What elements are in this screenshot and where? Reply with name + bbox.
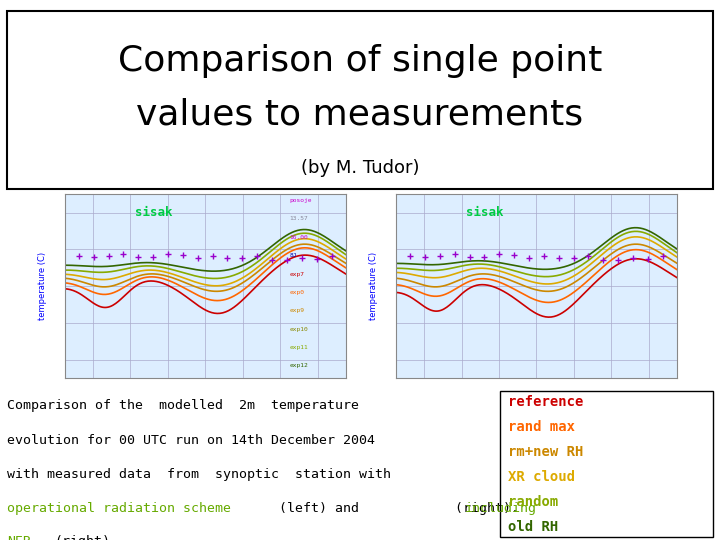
Text: random: random xyxy=(508,495,558,509)
Text: Comparison of the  modelled  2m  temperature: Comparison of the modelled 2m temperatur… xyxy=(7,399,359,412)
Text: (left) and            (right).: (left) and (right). xyxy=(7,502,519,515)
FancyBboxPatch shape xyxy=(500,391,713,537)
Text: operational radiation scheme: operational radiation scheme xyxy=(7,502,231,515)
Text: XR cloud: XR cloud xyxy=(508,470,575,484)
Text: rand max: rand max xyxy=(508,420,575,434)
Text: NER: NER xyxy=(7,535,31,540)
Text: rm+new RH: rm+new RH xyxy=(508,446,583,460)
Text: exp9: exp9 xyxy=(289,308,305,313)
Text: values to measurements: values to measurements xyxy=(136,97,584,131)
Text: old RH: old RH xyxy=(508,521,558,535)
Text: (right).: (right). xyxy=(54,535,118,540)
Text: sisak: sisak xyxy=(467,206,504,219)
Text: temperature (C): temperature (C) xyxy=(38,252,47,320)
Text: evolution for 00 UTC run on 14th December 2004: evolution for 00 UTC run on 14th Decembe… xyxy=(7,434,375,447)
Text: sisak: sisak xyxy=(135,206,173,219)
Text: posoje: posoje xyxy=(289,198,312,203)
Text: 16.00: 16.00 xyxy=(289,235,308,240)
Text: exp12: exp12 xyxy=(289,363,308,368)
Text: 13.57: 13.57 xyxy=(289,217,308,221)
Text: Comparison of single point: Comparison of single point xyxy=(118,44,602,78)
FancyBboxPatch shape xyxy=(7,11,713,189)
Text: temperature (C): temperature (C) xyxy=(369,252,378,320)
Text: exp11: exp11 xyxy=(289,345,308,350)
Text: exp7: exp7 xyxy=(289,272,305,276)
Text: including: including xyxy=(464,502,536,515)
Text: 8J: 8J xyxy=(289,253,297,258)
Text: with measured data  from  synoptic  station with: with measured data from synoptic station… xyxy=(7,468,391,481)
Text: exp0: exp0 xyxy=(289,290,305,295)
Text: (by M. Tudor): (by M. Tudor) xyxy=(301,159,419,177)
Text: reference: reference xyxy=(508,395,583,409)
Text: exp10: exp10 xyxy=(289,327,308,332)
